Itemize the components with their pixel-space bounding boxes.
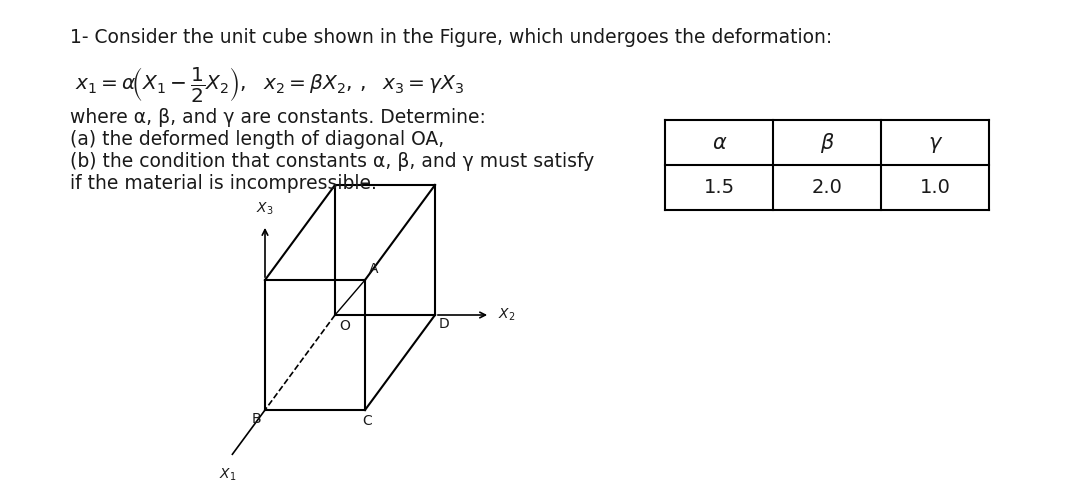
Text: A: A	[369, 262, 378, 276]
Text: $X_2$: $X_2$	[498, 307, 515, 323]
Text: (a) the deformed length of diagonal OA,: (a) the deformed length of diagonal OA,	[70, 130, 444, 149]
Text: $X_1$: $X_1$	[218, 466, 237, 483]
Text: (b) the condition that constants α, β, and γ must satisfy: (b) the condition that constants α, β, a…	[70, 152, 594, 171]
Text: γ: γ	[929, 132, 941, 152]
Text: 1.0: 1.0	[919, 178, 950, 197]
Text: 1- Consider the unit cube shown in the Figure, which undergoes the deformation:: 1- Consider the unit cube shown in the F…	[70, 28, 833, 47]
Text: β: β	[821, 132, 834, 152]
Text: if the material is incompressible.: if the material is incompressible.	[70, 174, 377, 193]
Text: B: B	[252, 412, 261, 426]
Text: 2.0: 2.0	[811, 178, 842, 197]
Text: C: C	[362, 414, 372, 428]
Text: O: O	[339, 319, 350, 333]
Text: α: α	[712, 132, 726, 152]
Text: $x_1 = \alpha\!\left(X_1 - \dfrac{1}{2}X_2\right),\ \ x_2 = \beta X_2,\,,\ \ x_3: $x_1 = \alpha\!\left(X_1 - \dfrac{1}{2}X…	[76, 65, 464, 104]
Text: where α, β, and γ are constants. Determine:: where α, β, and γ are constants. Determi…	[70, 108, 486, 127]
Text: D: D	[438, 317, 449, 331]
Text: $X_3$: $X_3$	[256, 200, 273, 217]
Text: 1.5: 1.5	[703, 178, 734, 197]
